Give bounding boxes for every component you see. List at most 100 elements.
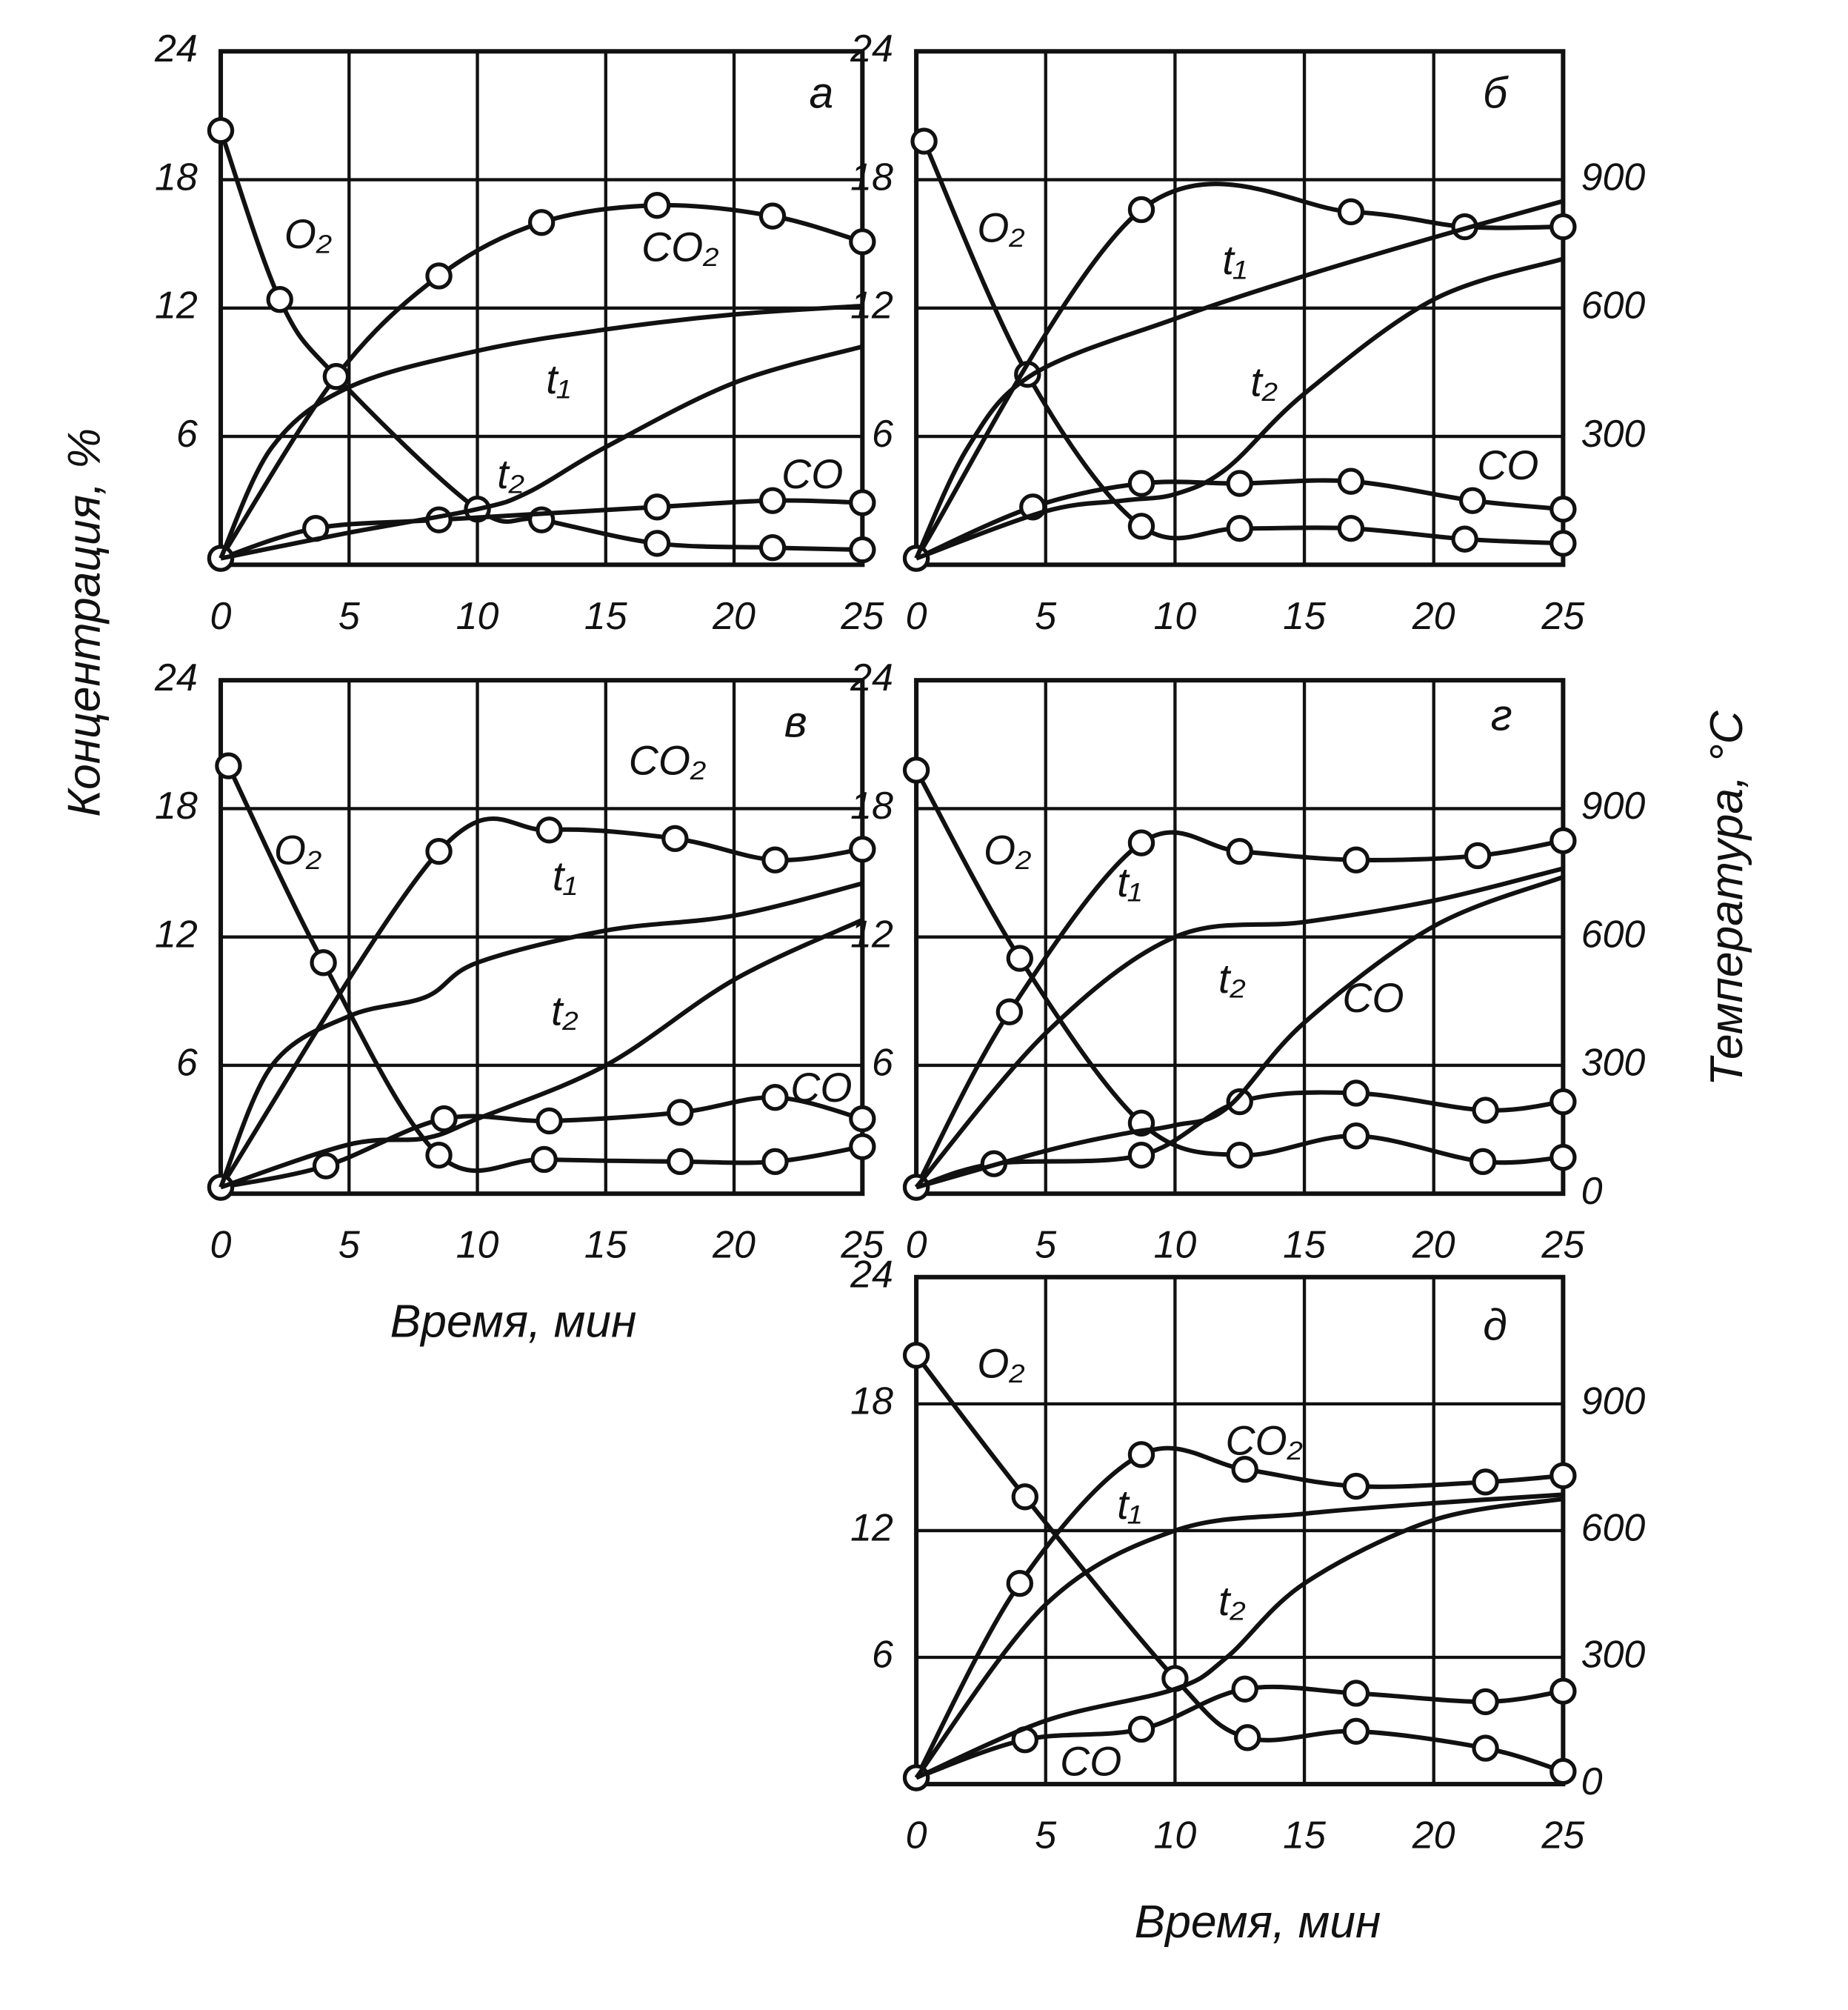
x-tick-label: 0 [906,1224,927,1267]
y2-tick-label: 0 [1581,1170,1603,1213]
y2-tick-label: 900 [1581,1380,1646,1423]
data-point [266,286,293,313]
data-point [995,998,1024,1025]
y2-tick-label: 300 [1581,1042,1646,1085]
y2-tick-label: 900 [1581,785,1646,828]
series-label: O₂ [984,828,1031,873]
data-point [1550,1677,1577,1705]
series-line [914,1445,1564,1779]
data-point [1550,496,1577,523]
plot-frame [914,678,1566,1197]
data-point [1127,470,1155,497]
y-tick-label: 24 [154,656,198,699]
x-tick-label: 10 [456,595,499,638]
data-point [530,1145,558,1174]
data-point [849,1105,876,1133]
panel: 0 5 10 15 20 25 6 12 18 24 0 300 600 900 O₂ CO₂ CO t₁ t₂ д В… [850,1254,1645,1949]
y2-tick-label: 600 [1581,284,1646,327]
panel-title: в [784,698,807,746]
data-point [1127,196,1155,224]
data-point [643,191,671,219]
data-point [758,487,787,514]
data-point [425,837,453,865]
x-tick-label: 20 [1412,1814,1455,1857]
data-point [207,116,235,144]
series-line [220,917,864,1190]
y-tick-label: 6 [872,1042,893,1085]
data-point [667,1148,694,1176]
y2-tick-label: 300 [1581,1634,1646,1677]
y-tick-label: 18 [850,785,893,828]
series-line [914,199,1564,559]
x-tick-label: 25 [1541,1224,1585,1267]
x-tick-label: 0 [906,595,927,638]
data-point [1127,1441,1155,1468]
series-label: t₁ [546,356,570,402]
y-tick-label: 24 [850,27,893,70]
y-tick-label: 6 [176,1042,198,1085]
series-label: CO₂ [641,224,718,270]
y2-tick-label: 300 [1581,413,1646,456]
series-label: O₂ [977,204,1024,250]
series-label: t₂ [1218,1578,1246,1624]
data-point [1006,945,1034,972]
x-tick-label: 15 [1283,1814,1327,1857]
data-point [536,816,563,844]
series-line [914,769,1564,1165]
series-label: O₂ [274,828,321,873]
y-tick-label: 12 [850,284,893,327]
x-tick-label: 5 [338,1224,361,1267]
y2-tick-label: 600 [1581,1507,1646,1550]
data-point [1342,1680,1370,1707]
series-label: t₂ [1250,359,1278,405]
series-label: O₂ [284,211,332,257]
data-point [1337,514,1365,542]
data-point [312,1152,340,1179]
series-line [914,866,1564,1189]
y-tick-label: 18 [155,785,198,828]
data-point [1550,827,1577,854]
data-point [1127,513,1155,540]
data-point [761,1084,789,1111]
data-point [902,1342,930,1369]
data-point [1342,846,1370,873]
x-tick-label: 20 [712,1224,755,1267]
data-point [1550,213,1577,241]
data-point [910,127,938,155]
y-tick-label: 12 [155,913,198,956]
x-tick-label: 0 [210,1224,232,1267]
data-point [1469,1148,1497,1176]
x-tick-label: 25 [840,1224,884,1267]
data-point [849,1133,876,1160]
x-tick-label: 5 [338,595,361,638]
y-tick-label: 12 [155,284,198,327]
y-tick-label: 18 [155,156,198,199]
x-tick-label: 25 [1541,1814,1585,1857]
data-point [1226,470,1253,497]
data-point [1472,1468,1499,1496]
series-line [219,303,863,559]
data-point [1127,1715,1155,1743]
data-point [1127,1142,1155,1169]
x-tick-label: 15 [584,595,628,638]
y-tick-label: 18 [850,156,893,199]
series-line [915,1497,1564,1780]
data-point [661,825,689,853]
x-tick-label: 10 [1153,1224,1196,1267]
y-tick-label: 18 [850,1380,893,1423]
y2-tick-label: 900 [1581,156,1646,199]
panel-title: б [1483,69,1509,117]
y2-tick-label: 600 [1581,913,1646,956]
data-point [761,846,789,873]
panel-title: а [810,69,834,117]
series-label: t₂ [497,451,524,497]
x-tick-label: 20 [1412,595,1455,638]
series-line [915,256,1564,561]
data-point [1472,1096,1499,1124]
x-tick-label: 20 [1412,1224,1455,1267]
panel: 0 5 10 15 20 25 6 12 18 24 O₂ CO₂ CO t₁ t₂ а Концентраци… [59,27,884,817]
plot-frame [218,678,865,1197]
data-point [1226,1088,1253,1116]
data-point [1550,1757,1577,1786]
